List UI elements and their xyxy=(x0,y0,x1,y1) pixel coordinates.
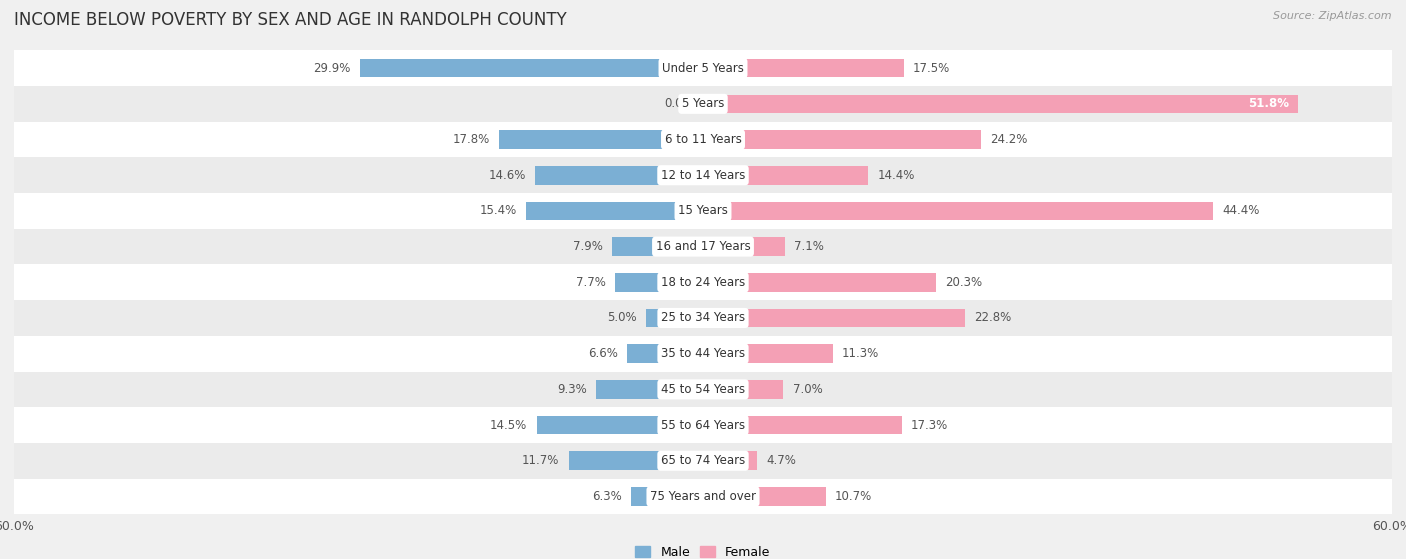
Text: 5.0%: 5.0% xyxy=(607,311,637,324)
Bar xyxy=(703,238,785,256)
Bar xyxy=(612,238,703,256)
Bar xyxy=(526,202,703,220)
Bar xyxy=(631,487,703,506)
Bar xyxy=(596,380,703,399)
Bar xyxy=(645,309,703,327)
Text: 17.3%: 17.3% xyxy=(911,419,948,432)
Bar xyxy=(703,166,869,184)
Bar xyxy=(14,479,1392,514)
Legend: Male, Female: Male, Female xyxy=(630,541,776,559)
Bar xyxy=(703,487,825,506)
Bar xyxy=(14,86,1392,122)
Text: 7.0%: 7.0% xyxy=(793,383,823,396)
Text: 18 to 24 Years: 18 to 24 Years xyxy=(661,276,745,289)
Bar xyxy=(703,130,981,149)
Bar xyxy=(703,273,936,292)
Text: 11.7%: 11.7% xyxy=(522,454,560,467)
Bar xyxy=(703,344,832,363)
Bar xyxy=(703,202,1213,220)
Text: 16 and 17 Years: 16 and 17 Years xyxy=(655,240,751,253)
Bar xyxy=(360,59,703,78)
Text: INCOME BELOW POVERTY BY SEX AND AGE IN RANDOLPH COUNTY: INCOME BELOW POVERTY BY SEX AND AGE IN R… xyxy=(14,11,567,29)
Text: 17.5%: 17.5% xyxy=(912,61,950,75)
Text: 24.2%: 24.2% xyxy=(990,133,1028,146)
Text: 14.5%: 14.5% xyxy=(491,419,527,432)
Text: Source: ZipAtlas.com: Source: ZipAtlas.com xyxy=(1274,11,1392,21)
Text: 10.7%: 10.7% xyxy=(835,490,872,503)
Text: 9.3%: 9.3% xyxy=(557,383,588,396)
Text: 22.8%: 22.8% xyxy=(974,311,1011,324)
Bar xyxy=(14,122,1392,158)
Text: 29.9%: 29.9% xyxy=(314,61,350,75)
Text: 5 Years: 5 Years xyxy=(682,97,724,110)
Bar xyxy=(499,130,703,149)
Text: 7.9%: 7.9% xyxy=(574,240,603,253)
Text: 7.7%: 7.7% xyxy=(575,276,606,289)
Bar xyxy=(614,273,703,292)
Bar xyxy=(14,336,1392,372)
Text: 75 Years and over: 75 Years and over xyxy=(650,490,756,503)
Bar xyxy=(536,166,703,184)
Text: 6 to 11 Years: 6 to 11 Years xyxy=(665,133,741,146)
Text: Under 5 Years: Under 5 Years xyxy=(662,61,744,75)
Text: 65 to 74 Years: 65 to 74 Years xyxy=(661,454,745,467)
Bar xyxy=(14,229,1392,264)
Text: 12 to 14 Years: 12 to 14 Years xyxy=(661,169,745,182)
Bar xyxy=(568,452,703,470)
Bar xyxy=(14,264,1392,300)
Bar xyxy=(703,59,904,78)
Text: 25 to 34 Years: 25 to 34 Years xyxy=(661,311,745,324)
Text: 6.3%: 6.3% xyxy=(592,490,621,503)
Text: 51.8%: 51.8% xyxy=(1247,97,1289,110)
Text: 6.6%: 6.6% xyxy=(588,347,619,360)
Bar xyxy=(627,344,703,363)
Bar xyxy=(14,372,1392,407)
Bar xyxy=(703,94,1298,113)
Bar xyxy=(14,158,1392,193)
Text: 14.6%: 14.6% xyxy=(489,169,526,182)
Text: 7.1%: 7.1% xyxy=(794,240,824,253)
Text: 4.7%: 4.7% xyxy=(766,454,796,467)
Bar xyxy=(703,309,965,327)
Bar xyxy=(703,380,783,399)
Text: 44.4%: 44.4% xyxy=(1222,205,1260,217)
Text: 45 to 54 Years: 45 to 54 Years xyxy=(661,383,745,396)
Bar xyxy=(703,452,756,470)
Text: 20.3%: 20.3% xyxy=(945,276,983,289)
Bar xyxy=(14,300,1392,336)
Bar xyxy=(537,416,703,434)
Text: 15 Years: 15 Years xyxy=(678,205,728,217)
Text: 35 to 44 Years: 35 to 44 Years xyxy=(661,347,745,360)
Text: 15.4%: 15.4% xyxy=(479,205,517,217)
Text: 17.8%: 17.8% xyxy=(453,133,489,146)
Bar xyxy=(14,193,1392,229)
Text: 11.3%: 11.3% xyxy=(842,347,879,360)
Text: 55 to 64 Years: 55 to 64 Years xyxy=(661,419,745,432)
Text: 14.4%: 14.4% xyxy=(877,169,915,182)
Bar xyxy=(14,407,1392,443)
Bar xyxy=(14,50,1392,86)
Bar xyxy=(703,416,901,434)
Bar xyxy=(14,443,1392,479)
Text: 0.0%: 0.0% xyxy=(664,97,693,110)
